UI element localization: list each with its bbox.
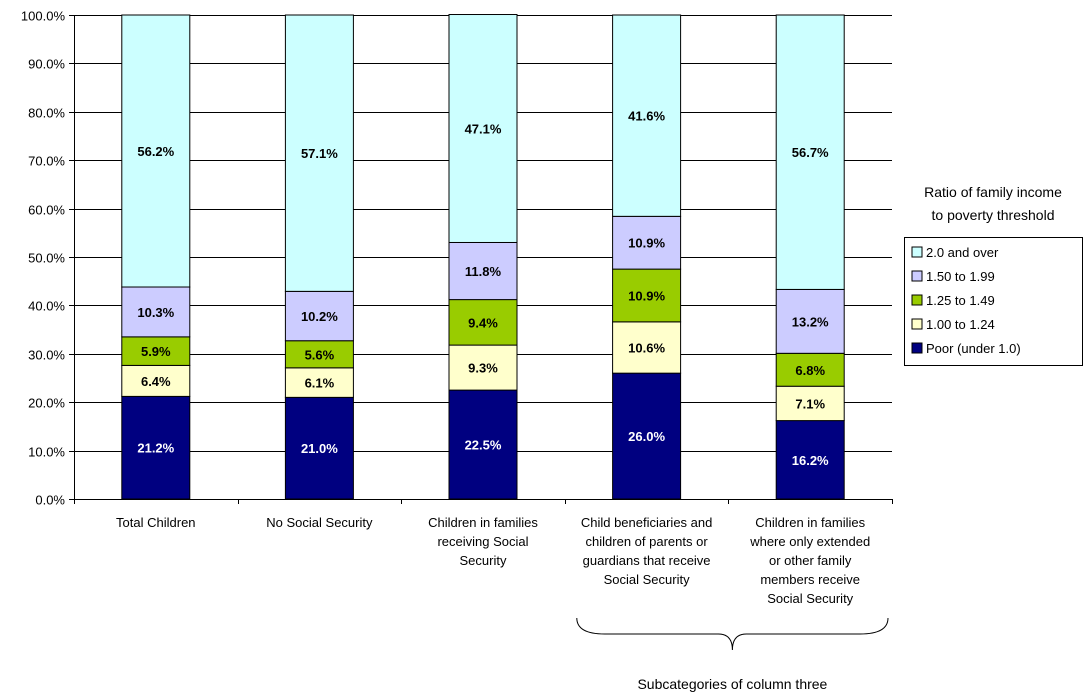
data-label: 10.6%	[628, 341, 665, 356]
data-label: 21.0%	[301, 441, 338, 456]
legend-title: Ratio of family income	[924, 184, 1062, 200]
data-label: 7.1%	[795, 396, 825, 411]
data-label: 56.7%	[792, 145, 829, 160]
legend-entry: Poor (under 1.0)	[926, 341, 1021, 356]
data-label: 26.0%	[628, 429, 665, 444]
legend: Ratio of family income to poverty thresho…	[904, 184, 1083, 366]
bar-segment	[448, 389, 518, 500]
legend-entry: 1.50 to 1.99	[926, 269, 995, 284]
data-label: 10.2%	[301, 309, 338, 324]
bar-segment	[612, 372, 682, 500]
x-category-label: Children in families receiving Social Secu…	[428, 515, 538, 568]
legend-swatch	[911, 318, 923, 330]
y-tick-label: 80.0%	[28, 106, 65, 121]
bar-segment	[775, 352, 845, 387]
axes: 0.0% 10.0% 20.0% 30.0% 40.0% 50.0% 60.0% 70.0% 8…	[21, 9, 893, 606]
y-tick-label: 30.0%	[28, 348, 65, 363]
x-category-label: No Social Security	[266, 515, 373, 530]
y-tick-label: 100.0%	[21, 9, 66, 24]
data-label: 9.3%	[468, 361, 498, 376]
y-tick-label: 90.0%	[28, 57, 65, 72]
data-label: 16.2%	[792, 453, 829, 468]
legend-box	[904, 237, 1083, 366]
y-tick-label: 60.0%	[28, 203, 65, 218]
bar-segment	[284, 14, 354, 292]
brace	[576, 617, 889, 651]
data-label: 6.8%	[795, 363, 825, 378]
bar-segment	[284, 340, 354, 369]
x-category-label: Children in families where only extended o…	[749, 515, 870, 606]
y-tick-label: 0.0%	[35, 493, 65, 508]
y-tick-label: 40.0%	[28, 299, 65, 314]
data-label: 10.9%	[628, 288, 665, 303]
legend-swatch	[911, 270, 923, 282]
y-tick-label: 50.0%	[28, 251, 65, 266]
bar-segment	[284, 367, 354, 398]
data-label: 56.2%	[137, 144, 174, 159]
annotation: Subcategories of column three	[576, 617, 889, 692]
legend-entry: 1.00 to 1.24	[926, 317, 995, 332]
bar-segment	[612, 14, 682, 217]
data-label: 47.1%	[465, 121, 502, 136]
bar-segment	[121, 14, 191, 288]
data-label: 13.2%	[792, 314, 829, 329]
bar-segment	[612, 321, 682, 374]
legend-entry: 1.25 to 1.49	[926, 293, 995, 308]
legend-swatch	[911, 342, 923, 354]
bar-segment	[121, 286, 191, 338]
data-label: 21.2%	[137, 441, 174, 456]
legend-swatch	[911, 294, 923, 306]
bar-segment	[775, 14, 845, 290]
data-label: 5.9%	[141, 344, 171, 359]
bar-segment	[775, 385, 845, 422]
bar-segment	[284, 396, 354, 500]
bar-segment	[284, 290, 354, 342]
data-label: 57.1%	[301, 146, 338, 161]
legend-entry: 2.0 and over	[926, 245, 999, 260]
x-category-label: Total Children	[116, 515, 196, 530]
legend-swatch	[911, 246, 923, 258]
y-tick-label: 10.0%	[28, 445, 65, 460]
data-label: 11.8%	[465, 264, 502, 279]
data-label: 22.5%	[465, 438, 502, 453]
data-label: 9.4%	[468, 315, 498, 330]
y-tick-label: 70.0%	[28, 154, 65, 169]
y-tick-label: 20.0%	[28, 396, 65, 411]
bar-segment	[448, 299, 518, 346]
bar-segment	[448, 14, 518, 243]
bars: 21.2% 6.4% 5.9% 10.3% 56.2% 21.0% 6.1% 5.6% 10.2…	[121, 14, 845, 500]
x-category-label: Child beneficiaries and children of paren…	[581, 515, 713, 587]
data-label: 6.4%	[141, 374, 171, 389]
data-label: 6.1%	[305, 376, 335, 391]
bar-segment	[448, 344, 518, 391]
legend-title: to poverty threshold	[932, 207, 1055, 223]
bar-segment	[775, 420, 845, 500]
data-label: 10.3%	[137, 305, 174, 320]
data-label: 5.6%	[305, 347, 335, 362]
data-label: 10.9%	[628, 236, 665, 251]
bar-segment	[121, 336, 191, 366]
data-label: 41.6%	[628, 109, 665, 124]
annotation-text: Subcategories of column three	[637, 676, 827, 692]
